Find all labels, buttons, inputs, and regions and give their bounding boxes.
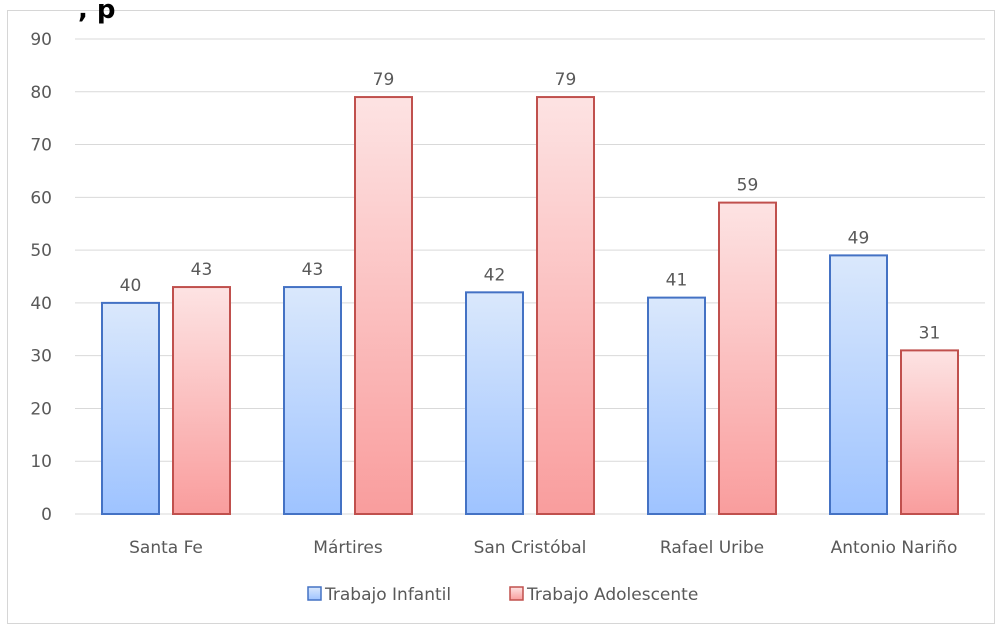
chart-title-fragment: , p [78,0,116,25]
legend: Trabajo Infantil Trabajo Adolescente [307,585,698,605]
x-axis-ticks: Santa Fe Mártires San Cristóbal Rafael Urib… [129,538,957,558]
bar-infantil [101,301,160,515]
bar-adolescente [900,349,959,515]
bar-adolescente [354,96,413,516]
legend-label: Trabajo Infantil [324,585,451,605]
data-label: 31 [919,323,941,343]
x-tick-label: Mártires [313,538,383,558]
data-labels: 40 43 43 79 42 79 41 59 49 31 [120,70,941,343]
y-axis-ticks: 0 10 20 30 40 50 60 70 80 90 [30,30,52,525]
y-tick-label: 40 [30,294,52,314]
bar-adolescente [536,96,595,516]
y-tick-label: 0 [41,505,52,525]
y-tick-label: 70 [30,136,52,156]
data-label: 79 [555,70,577,90]
data-label: 79 [373,70,395,90]
y-tick-label: 10 [30,452,52,472]
x-tick-label: San Cristóbal [474,538,587,558]
y-tick-label: 20 [30,399,52,419]
data-label: 40 [120,276,142,296]
bar-infantil [283,286,342,515]
x-tick-label: Santa Fe [129,538,203,558]
x-tick-label: Antonio Nariño [831,538,958,558]
x-tick-label: Rafael Uribe [660,538,764,558]
legend-swatch [307,586,322,601]
bar-adolescente [172,286,231,515]
y-tick-label: 60 [30,188,52,208]
data-label: 42 [484,265,506,285]
data-label: 49 [848,228,870,248]
bar-adolescente [718,201,777,515]
y-tick-label: 50 [30,241,52,261]
y-tick-label: 90 [30,30,52,50]
bars [101,96,959,516]
y-tick-label: 30 [30,347,52,367]
y-tick-label: 80 [30,83,52,103]
legend-label: Trabajo Adolescente [526,585,698,605]
legend-swatch [509,586,524,601]
data-label: 59 [737,176,759,196]
bar-infantil [829,254,888,515]
bar-infantil [465,291,524,516]
data-label: 43 [191,260,213,280]
bar-infantil [647,296,706,515]
data-label: 41 [666,271,688,291]
data-label: 43 [302,260,324,280]
